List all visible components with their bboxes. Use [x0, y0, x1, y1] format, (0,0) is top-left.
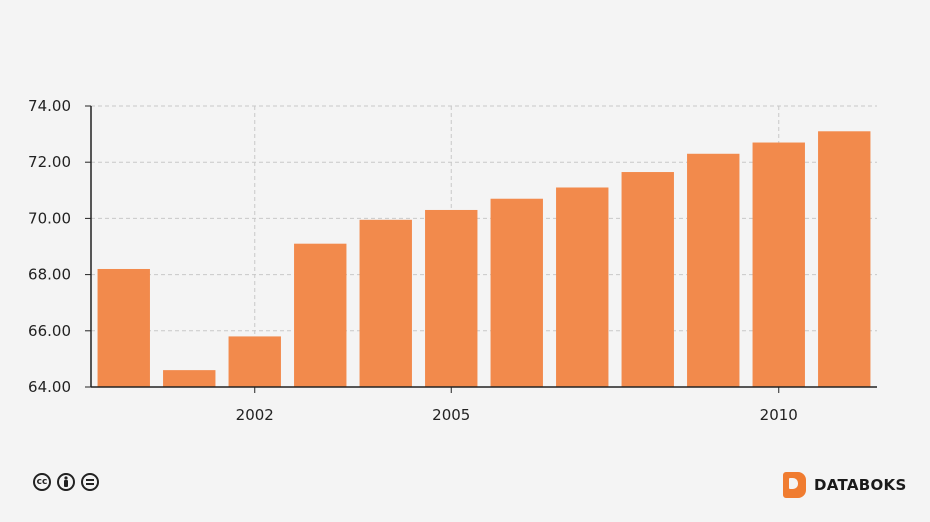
- y-tick-label: 64.00: [28, 378, 71, 396]
- bar-2000[interactable]: [97, 268, 150, 387]
- y-axis-labels: 64.00 66.00 68.00 70.00 72.00 74.00: [28, 97, 71, 396]
- bars: [97, 131, 871, 387]
- brand[interactable]: DATABOKS: [783, 472, 907, 498]
- x-tick-label: 2010: [760, 406, 798, 424]
- bar-2007[interactable]: [556, 187, 609, 387]
- bar-2006[interactable]: [490, 198, 543, 387]
- bar-2005[interactable]: [425, 209, 478, 387]
- y-tick-label: 68.00: [28, 266, 71, 284]
- bar-2004[interactable]: [359, 219, 412, 387]
- x-axis-labels: 2002 2005 2010: [236, 406, 798, 424]
- attribution-icon: [57, 473, 75, 491]
- no-derivatives-icon: [81, 473, 99, 491]
- y-tick-label: 74.00: [28, 97, 71, 115]
- x-tick-label: 2002: [236, 406, 274, 424]
- y-tick-label: 70.00: [28, 209, 71, 227]
- bar-2008[interactable]: [621, 172, 674, 387]
- license-icons: cc: [33, 473, 99, 491]
- bar-2001[interactable]: [163, 370, 216, 387]
- bar-2003[interactable]: [294, 243, 347, 387]
- y-tick-label: 66.00: [28, 322, 71, 340]
- y-tick-label: 72.00: [28, 153, 71, 171]
- axes: [85, 105, 877, 393]
- x-tick-label: 2005: [432, 406, 470, 424]
- bar-2011[interactable]: [818, 131, 871, 387]
- bar-2010[interactable]: [752, 142, 805, 387]
- cc-icon: cc: [33, 473, 51, 491]
- bar-2009[interactable]: [687, 153, 740, 387]
- brand-name: DATABOKS: [814, 476, 907, 494]
- bar-2002[interactable]: [228, 336, 281, 387]
- databoks-logo-icon: [783, 472, 806, 498]
